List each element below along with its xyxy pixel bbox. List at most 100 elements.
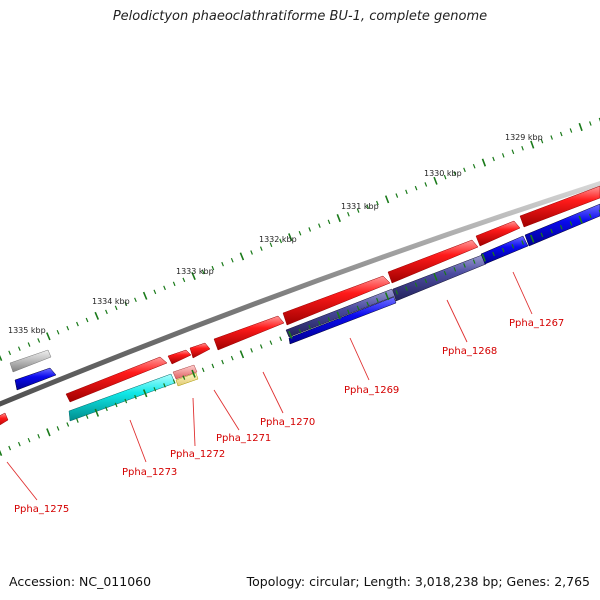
inner-scale-tick [134,394,137,400]
inner-scale-tick [191,369,196,378]
gene-ppha-1273[interactable] [65,356,168,403]
cds-blue-1267-b[interactable] [524,203,600,247]
inner-scale-tick [66,422,70,427]
gene-ppha-1271[interactable] [189,342,211,359]
outer-scale-tick [191,271,196,281]
outer-scale-tick [308,227,312,232]
scale-label-1333: 1333 kbp [176,267,214,276]
inner-scale-tick [269,340,273,345]
outer-scale-tick [395,193,399,198]
inner-scale-tick [521,240,524,245]
outer-scale-tick [142,291,148,300]
inner-scale-tick [0,449,3,457]
gene-ppha-1267-b[interactable] [519,185,600,228]
inner-scale-tick [230,355,234,361]
gene-label-ppha-1269[interactable]: Ppha_1269 [344,385,399,396]
inner-scale-tick [259,344,263,349]
inner-scale-tick [433,272,438,282]
outer-scale-tick [453,171,457,176]
inner-scale-tick [569,221,573,226]
outer-scale-tick [182,277,186,283]
gene-label-ppha-1271[interactable]: Ppha_1271 [216,433,271,444]
inner-scale-tick [279,336,283,342]
outer-scale-tick [433,176,438,185]
outer-scale-tick [163,285,166,291]
outer-scale-tick [8,350,12,356]
outer-scale-tick [366,204,370,210]
outer-scale-tick [66,325,70,331]
cds-pink-1272[interactable] [172,364,198,380]
cds-slate-1268[interactable] [392,254,487,302]
inner-scale-tick [221,359,224,365]
outer-scale-tick [550,135,553,140]
gene-label-ppha-1267[interactable]: Ppha_1267 [509,318,564,329]
outer-scale-tick [327,219,331,225]
outer-scale-tick [0,354,3,362]
inner-scale-tick [85,414,89,419]
inner-scale-tick [288,330,293,339]
forward-strand-genes [0,185,600,428]
inner-scale-tick [56,426,60,431]
outer-scale-tick [384,195,390,204]
gene-label-ppha-1272[interactable]: Ppha_1272 [170,449,225,460]
inner-scale-tick [308,324,312,330]
outer-scale-tick [559,131,563,137]
gene-label-ppha-1275[interactable]: Ppha_1275 [14,504,69,515]
outer-scale-tick [94,311,100,320]
inner-scale-tick [8,445,12,451]
gene-ppha-1272[interactable] [167,349,192,365]
gene-ppha-1270[interactable] [213,315,285,351]
gene-ppha-1275[interactable] [0,412,9,428]
inner-scale-tick [540,232,544,238]
cds-blue-1276[interactable] [14,367,57,391]
outer-scale-tick [463,167,466,173]
outer-scale-tick [56,329,60,335]
inner-scale-tick [578,215,583,224]
inner-scale-tick [298,328,302,334]
inner-scale-tick [317,320,321,326]
inner-scale-tick [153,387,157,392]
outer-scale-tick [578,122,583,132]
inner-scale-tick [453,267,457,272]
leader-ppha-1271 [213,389,240,431]
gene-ppha-1269[interactable] [282,275,391,326]
scale-label-1335: 1335 kbp [8,326,46,335]
gene-ppha-1268[interactable] [387,239,479,284]
inner-scale-tick [481,253,487,262]
inner-scale-tick [588,213,592,219]
cds-blue-1267-a[interactable] [480,235,529,265]
inner-scale-tick [530,234,535,243]
inner-scale-tick [598,209,600,214]
outer-scale-tick [569,128,573,133]
inner-scale-ticks [0,209,600,457]
outer-scale-tick [201,269,205,275]
gene-label-ppha-1273[interactable]: Ppha_1273 [122,467,177,478]
inner-scale-tick [356,305,360,311]
inner-scale-tick [511,244,515,249]
inner-scale-tick [163,383,166,388]
gene-label-ppha-1270[interactable]: Ppha_1270 [260,417,315,428]
outer-scale-tick [318,223,321,228]
outer-scale-tick [221,261,224,267]
outer-scale-tick [589,121,592,126]
gene-ppha-1267-a[interactable] [475,220,521,247]
cds-blue-1269[interactable] [288,296,397,345]
scale-labels: 1329 kbp 1330 kbp 1331 kbp 1332 kbp 1333… [8,133,543,335]
outer-scale-tick [298,230,302,236]
outer-scale-tick [46,332,51,341]
outer-scale-tick [501,153,505,158]
outer-scale-tick [405,189,408,195]
outer-scale-tick [172,281,176,287]
cds-yellow-1272[interactable] [175,372,199,387]
scale-label-1334: 1334 kbp [92,297,130,306]
inner-scale-tick [46,428,51,437]
outer-scale-tick [27,342,31,347]
outer-scale-tick [124,301,128,307]
outer-scale-tick [239,252,245,261]
inner-scale-tick [37,433,41,439]
gene-label-ppha-1268[interactable]: Ppha_1268 [442,346,497,357]
outer-scale-tick [259,246,263,251]
cds-gray-1276[interactable] [9,349,52,373]
